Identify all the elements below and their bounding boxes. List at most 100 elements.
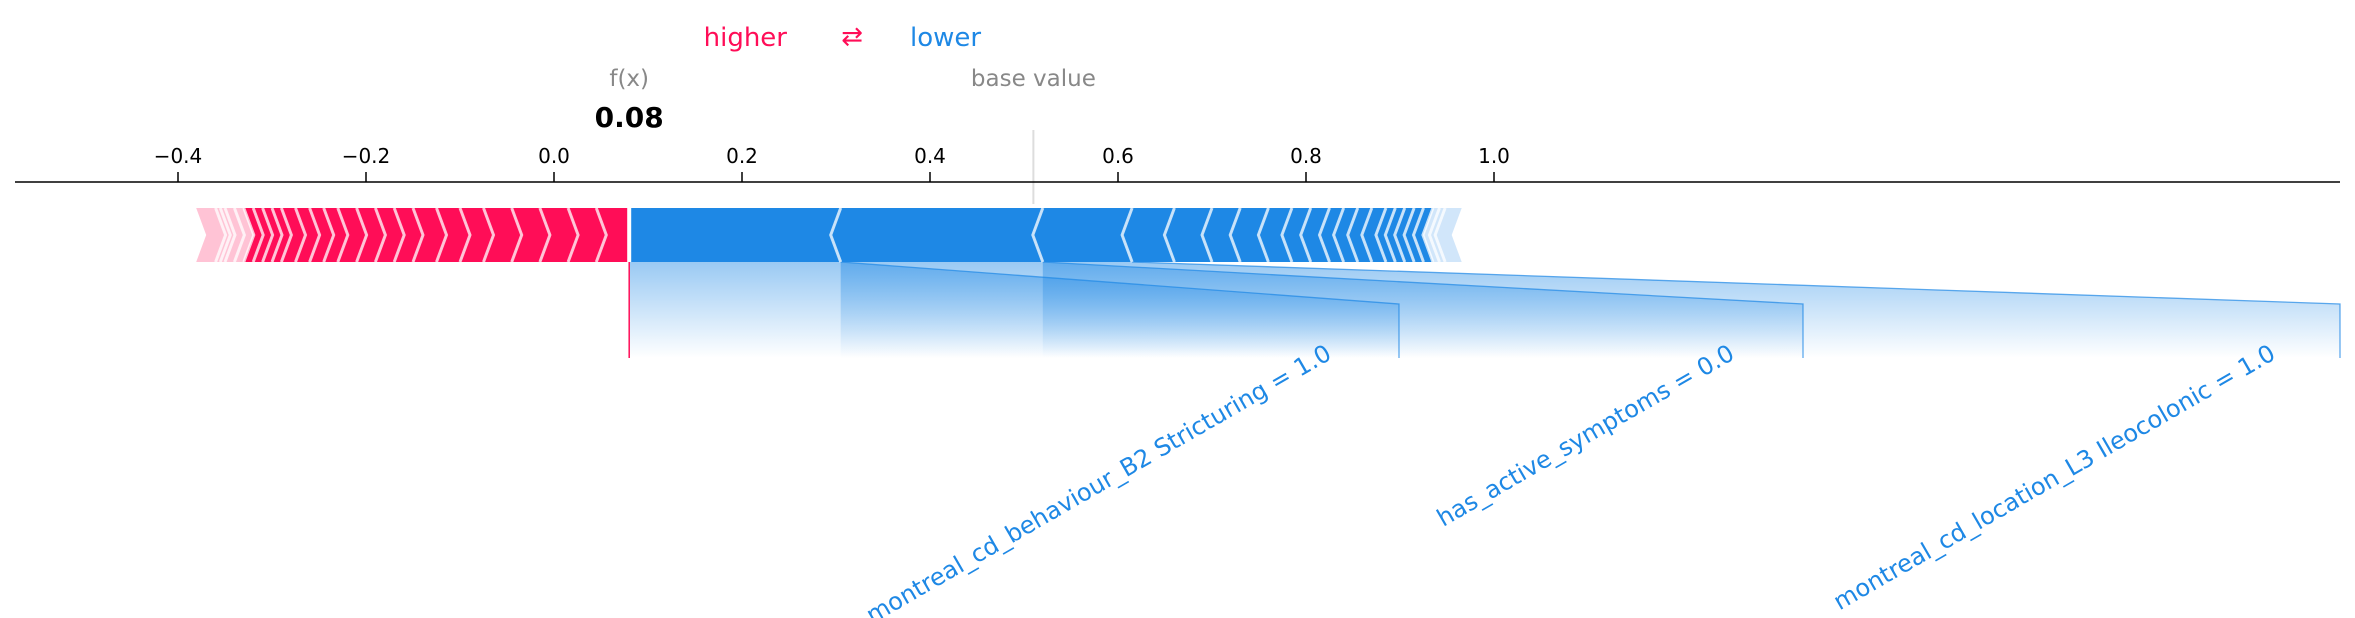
feature-leader-line: [1132, 261, 2341, 358]
positive-force-segment: [262, 208, 282, 262]
segment-divider: [1433, 207, 1447, 263]
axis-tick-label: −0.2: [342, 144, 391, 168]
segment-divider: [1374, 207, 1388, 263]
positive-force-segment: [225, 208, 245, 262]
positive-force-segment: [413, 208, 447, 262]
segment-divider: [1280, 207, 1294, 263]
segment-divider: [435, 207, 449, 263]
negative-force-segment: [1281, 208, 1311, 262]
segment-divider: [232, 207, 246, 263]
force-bars: [196, 207, 1462, 263]
positive-force-segment: [460, 208, 494, 262]
positive-force-segment: [539, 208, 579, 262]
segment-divider: [355, 207, 369, 263]
negative-force-segment: [1230, 208, 1269, 262]
positive-force-segment: [436, 208, 470, 262]
positive-force-segment: [243, 208, 264, 262]
feature-label: montreal_cd_behaviour_B2 Stricturing = 1…: [861, 339, 1336, 618]
negative-force-segment: [1422, 208, 1440, 262]
axis-tick-label: 0.6: [1102, 144, 1134, 168]
segment-divider: [1332, 207, 1346, 263]
segment-divider: [1421, 207, 1435, 263]
axis-tick-label: 0.0: [538, 144, 570, 168]
positive-force-segment: [568, 208, 607, 262]
positive-force-segment: [356, 208, 386, 262]
feature-connector-fill: [1042, 262, 2340, 358]
segment-divider: [242, 207, 256, 263]
segment-divider: [566, 207, 580, 263]
segment-divider: [251, 207, 265, 263]
segment-divider: [1346, 207, 1360, 263]
positive-force-segment: [375, 208, 405, 262]
segment-divider: [458, 207, 472, 263]
positive-force-segment: [253, 208, 273, 262]
legend-direction-icon: ⇄: [841, 22, 863, 52]
segment-divider: [336, 207, 350, 263]
negative-force-segment: [1429, 208, 1446, 262]
positive-force-segment: [234, 208, 254, 262]
positive-force-segment: [394, 208, 423, 262]
segment-divider: [1162, 207, 1176, 263]
negative-force-segment: [1375, 208, 1396, 262]
positive-force-segment: [272, 208, 292, 262]
negative-force-segment: [1122, 208, 1175, 262]
segment-divider: [1317, 207, 1331, 263]
negative-force-segment: [1258, 208, 1292, 262]
segment-divider: [1360, 207, 1374, 263]
negative-force-segment: [1394, 208, 1415, 262]
fx-label: f(x): [609, 66, 649, 92]
negative-force-segment: [1300, 208, 1330, 262]
negative-force-segment: [1032, 208, 1133, 262]
negative-force-segment: [1435, 208, 1462, 262]
axis-tick-label: −0.4: [154, 144, 203, 168]
segment-divider: [392, 207, 406, 263]
segment-divider: [294, 207, 308, 263]
segment-divider: [1299, 207, 1313, 263]
legend-lower-label: lower: [910, 23, 981, 53]
segment-divider: [1120, 207, 1134, 263]
positive-force-segment: [483, 208, 522, 262]
segment-divider: [594, 207, 608, 263]
segment-divider: [373, 207, 387, 263]
axis-tick-label: 0.2: [726, 144, 758, 168]
segment-divider: [1411, 207, 1425, 263]
segment-divider: [510, 207, 524, 263]
segment-divider: [411, 207, 425, 263]
segment-divider: [538, 207, 552, 263]
axis-tick-label: 1.0: [1478, 144, 1510, 168]
segment-divider: [1393, 207, 1407, 263]
positive-force-segment: [511, 208, 550, 262]
feature-label: montreal_cd_location_L3 Ileocolonic = 1.…: [1829, 339, 2280, 616]
segment-divider: [1200, 207, 1214, 263]
axis-tick-label: 0.8: [1290, 144, 1322, 168]
segment-divider: [1228, 207, 1242, 263]
segment-divider: [1383, 207, 1397, 263]
negative-force-segment: [830, 208, 1043, 262]
segment-divider: [1031, 207, 1045, 263]
negative-force-segment: [1202, 208, 1241, 262]
negative-force-segment: [1164, 208, 1212, 262]
segment-divider: [1256, 207, 1270, 263]
negative-force-segment: [629, 208, 841, 262]
fx-value: 0.08: [595, 101, 664, 134]
segment-divider: [279, 207, 293, 263]
segment-divider: [214, 207, 228, 263]
positive-force-segment: [337, 208, 367, 262]
segment-divider: [218, 207, 232, 263]
feature-labels: montreal_cd_behaviour_B2 Stricturing = 1…: [861, 339, 2280, 618]
segment-divider: [261, 207, 275, 263]
negative-force-segment: [1413, 208, 1433, 262]
segment-divider: [1402, 207, 1416, 263]
negative-force-segment: [1404, 208, 1424, 262]
segment-divider: [322, 207, 336, 263]
positive-force-segment: [196, 208, 226, 262]
label-connectors: [629, 261, 2341, 358]
segment-divider: [308, 207, 322, 263]
axis-tick-label: 0.4: [914, 144, 946, 168]
positive-force-segment: [596, 208, 630, 262]
legend-higher-label: higher: [704, 23, 788, 53]
feature-label: has_active_symptoms = 0.0: [1432, 339, 1739, 532]
segment-divider: [270, 207, 284, 263]
segment-divider: [482, 207, 496, 263]
segment-divider: [223, 207, 237, 263]
